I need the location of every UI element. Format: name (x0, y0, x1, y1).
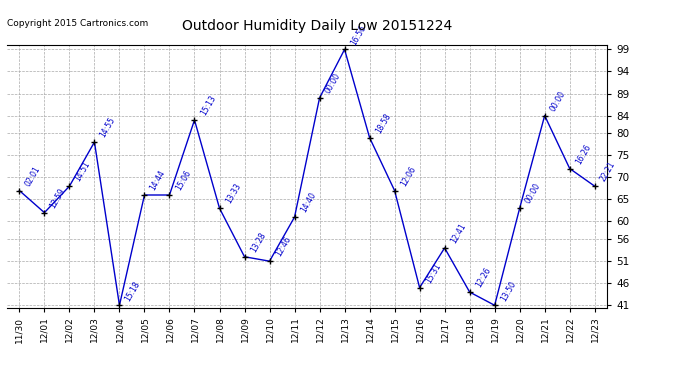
Text: 15:06: 15:06 (174, 169, 193, 192)
Text: 18:58: 18:58 (374, 112, 393, 135)
Text: 15:18: 15:18 (124, 279, 142, 303)
Text: 14:44: 14:44 (148, 169, 168, 192)
Text: 12:41: 12:41 (448, 222, 467, 245)
Text: 16:56: 16:56 (348, 23, 368, 46)
Text: 15:31: 15:31 (424, 261, 442, 285)
Text: 13:50: 13:50 (499, 279, 518, 303)
Text: 13:33: 13:33 (224, 182, 242, 206)
Text: Copyright 2015 Cartronics.com: Copyright 2015 Cartronics.com (7, 19, 148, 28)
Text: 02:01: 02:01 (23, 165, 42, 188)
Text: 22:21: 22:21 (599, 160, 618, 183)
Text: 00:00: 00:00 (324, 72, 342, 95)
Text: 16:26: 16:26 (574, 142, 593, 166)
Text: 00:00: 00:00 (549, 89, 568, 113)
Text: Outdoor Humidity Daily Low 20151224: Outdoor Humidity Daily Low 20151224 (182, 19, 453, 33)
Text: 13:28: 13:28 (248, 231, 267, 254)
Text: 00:00: 00:00 (524, 182, 542, 206)
Text: Humidity  (%): Humidity (%) (595, 28, 664, 38)
Text: 14:40: 14:40 (299, 191, 317, 214)
Text: 14:55: 14:55 (99, 116, 117, 139)
Text: 15:13: 15:13 (199, 94, 217, 117)
Text: 12:06: 12:06 (399, 165, 417, 188)
Text: 12:59: 12:59 (48, 186, 67, 210)
Text: 12:26: 12:26 (474, 266, 493, 289)
Text: 14:51: 14:51 (74, 160, 92, 183)
Text: 12:46: 12:46 (274, 235, 293, 258)
